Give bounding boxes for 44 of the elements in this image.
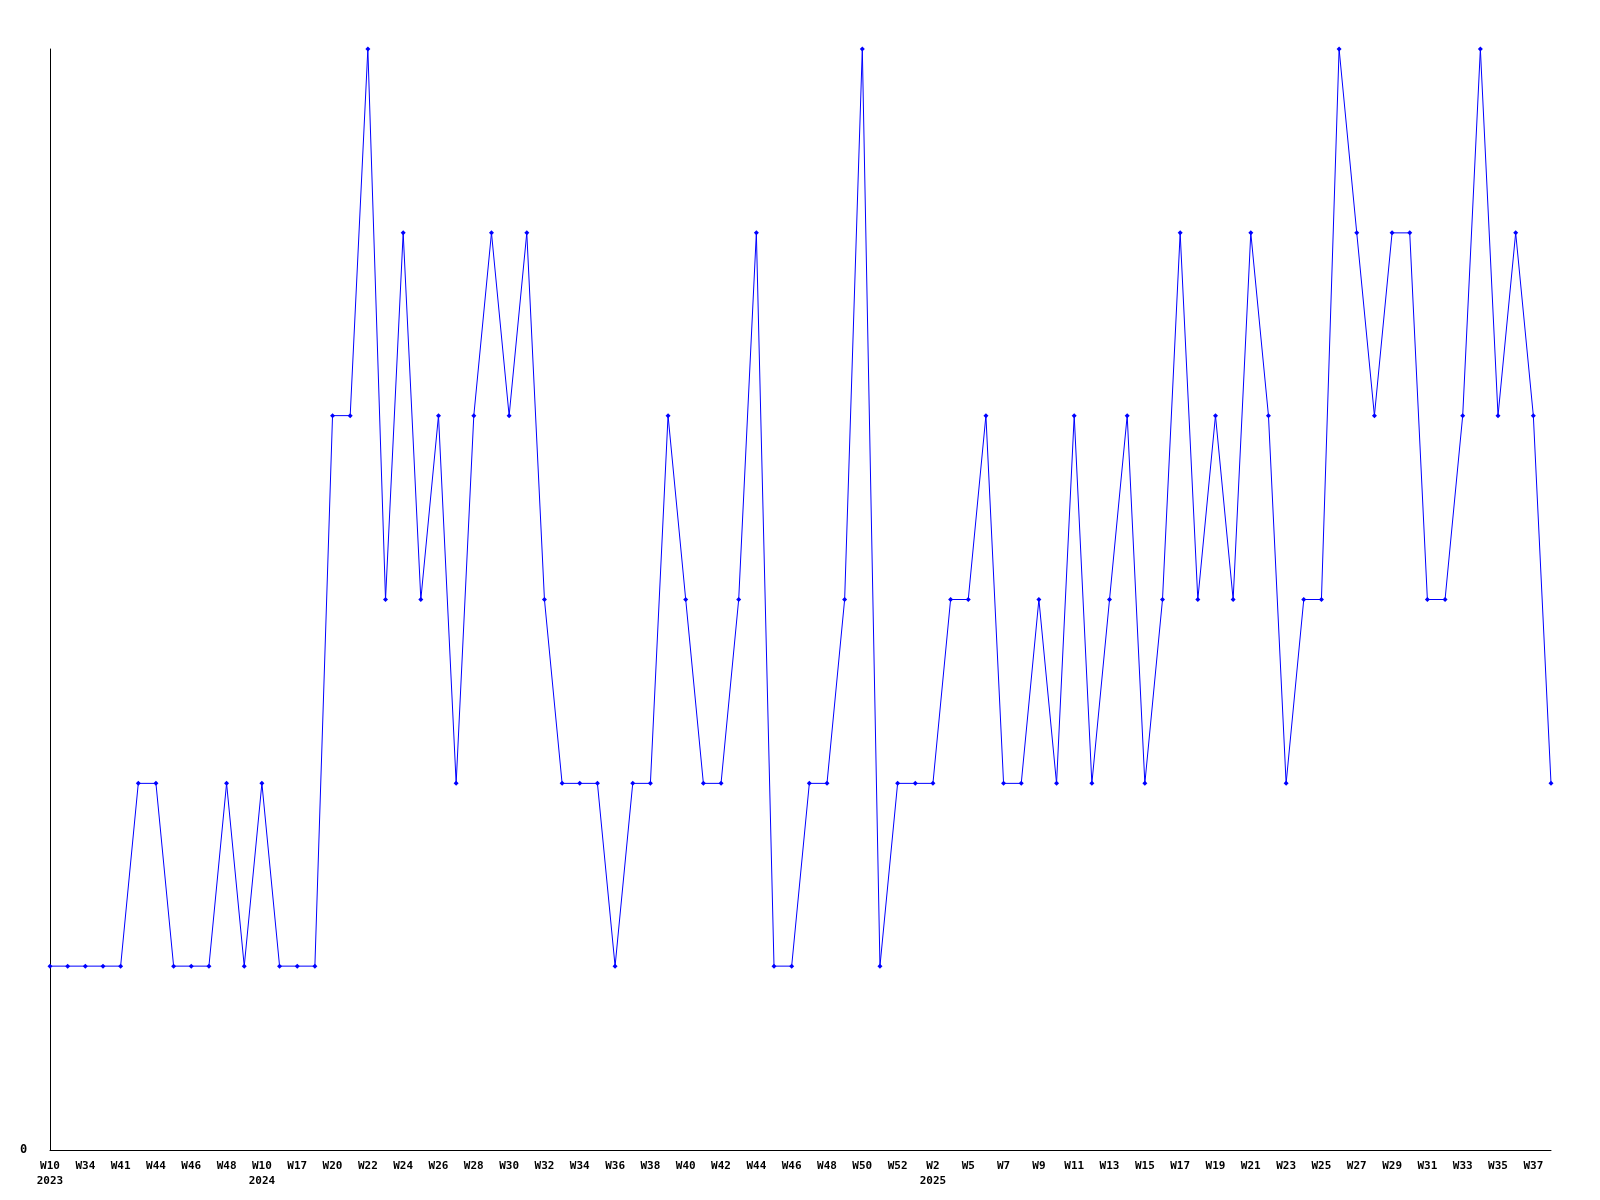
x-tick-label: W11 xyxy=(1064,1159,1085,1172)
x-tick-label: W13 xyxy=(1099,1159,1120,1172)
x-tick-label: W17 xyxy=(287,1159,308,1172)
x-tick-label: W36 xyxy=(605,1159,626,1172)
x-tick-label: W22 xyxy=(357,1159,378,1172)
x-tick-label: W23 xyxy=(1276,1159,1297,1172)
x-tick-label: W19 xyxy=(1205,1159,1226,1172)
x-tick-label: W34 xyxy=(569,1159,591,1172)
x-tick-label: W9 xyxy=(1032,1159,1046,1172)
x-tick-label: W37 xyxy=(1523,1159,1544,1172)
x-tick-label: W26 xyxy=(428,1159,449,1172)
x-tick-label: W33 xyxy=(1452,1159,1473,1172)
x-tick-label: W10 2024 xyxy=(248,1159,276,1187)
text: 0 xyxy=(20,1142,28,1156)
x-tick-label: W44 xyxy=(146,1159,167,1172)
x-tick-label: W17 xyxy=(1170,1159,1191,1172)
x-tick-label: W50 xyxy=(852,1159,873,1172)
x-tick-label: W30 xyxy=(499,1159,520,1172)
x-tick-label: W10 2023 xyxy=(36,1159,64,1187)
x-tick-label: W24 xyxy=(393,1159,414,1172)
x-tick-label: W27 xyxy=(1346,1159,1367,1172)
x-tick-label: W44 xyxy=(746,1159,767,1172)
x-tick-label: W40 xyxy=(675,1159,696,1172)
x-tick-label: W38 xyxy=(640,1159,661,1172)
x-tick-label: W46 xyxy=(181,1159,202,1172)
x-tick-label: W15 xyxy=(1134,1159,1155,1172)
x-tick-label: W25 xyxy=(1311,1159,1332,1172)
x-tick-label: W48 xyxy=(817,1159,837,1172)
x-tick-label: W20 xyxy=(322,1159,343,1172)
x-tick-label: W48 xyxy=(216,1159,237,1172)
x-tick-label: W29 xyxy=(1382,1159,1403,1172)
x-tick-label: W52 xyxy=(887,1159,908,1172)
x-tick-label: W41 xyxy=(110,1159,131,1172)
x-tick-label: W2 2025 xyxy=(919,1159,947,1187)
x-tick-label: W28 xyxy=(463,1159,484,1172)
x-tick-label: W5 xyxy=(961,1159,975,1172)
x-tick-label: W42 xyxy=(711,1159,731,1172)
x-tick-label: W31 xyxy=(1417,1159,1438,1172)
x-tick-label: W46 xyxy=(781,1159,802,1172)
x-tick-label: W21 xyxy=(1240,1159,1262,1172)
x-tick-label: W35 xyxy=(1488,1159,1508,1172)
x-tick-label: W32 xyxy=(534,1159,555,1172)
x-tick-label: W7 xyxy=(996,1159,1011,1172)
x-tick-label: W34 xyxy=(75,1159,96,1172)
